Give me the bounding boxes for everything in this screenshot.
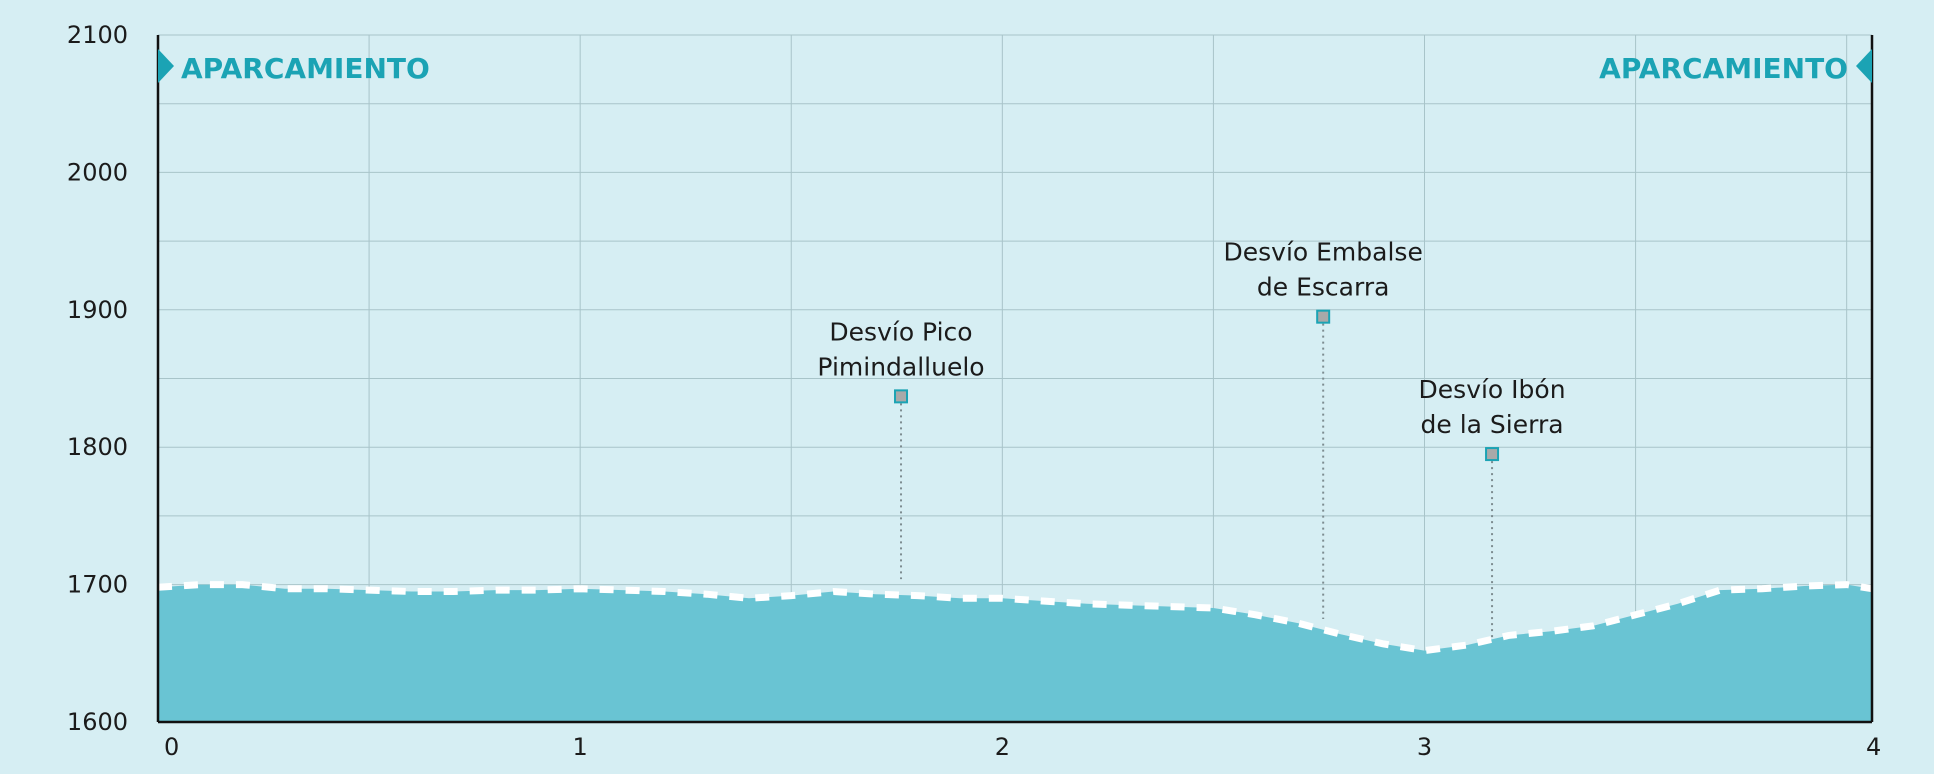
poi-marker bbox=[1485, 447, 1500, 462]
start-label: APARCAMIENTO bbox=[181, 52, 430, 85]
y-tick-label: 1800 bbox=[67, 433, 128, 461]
poi-label-line1: Desvío Pico bbox=[829, 317, 972, 346]
x-tick-label: 1 bbox=[573, 733, 588, 761]
start-endpoint: APARCAMIENTO bbox=[158, 49, 430, 85]
y-tick-label: 1900 bbox=[67, 296, 128, 324]
tick-labels: 1600 1700 1800 1900 2000 2100 0 1 2 3 4 bbox=[67, 21, 1881, 761]
poi-label-line2: de Escarra bbox=[1257, 273, 1390, 302]
x-tick-label: 2 bbox=[995, 733, 1010, 761]
poi-label-line2: Pimindalluelo bbox=[817, 352, 984, 381]
start-flag-icon bbox=[158, 49, 174, 83]
elevation-area bbox=[158, 584, 1872, 722]
elevation-trail-line bbox=[157, 581, 1873, 655]
x-tick-label: 0 bbox=[164, 733, 179, 761]
y-tick-label: 1700 bbox=[67, 571, 128, 599]
grid-lines bbox=[158, 34, 1872, 723]
x-tick-label: 4 bbox=[1866, 733, 1881, 761]
end-endpoint: APARCAMIENTO bbox=[1599, 49, 1872, 85]
poi-label-line2: de la Sierra bbox=[1421, 410, 1564, 439]
poi-label-line1: Desvío Ibón bbox=[1419, 375, 1566, 404]
poi-label-line1: Desvío Embalse bbox=[1224, 238, 1423, 267]
poi-marker bbox=[1316, 309, 1331, 324]
y-tick-label: 1600 bbox=[67, 708, 128, 736]
points-of-interest: Desvío Pico Pimindalluelo Desvío Embalse de… bbox=[817, 238, 1566, 640]
y-tick-label: 2000 bbox=[67, 158, 128, 186]
axes bbox=[156, 35, 1874, 724]
end-label: APARCAMIENTO bbox=[1599, 52, 1848, 85]
end-flag-icon bbox=[1856, 49, 1872, 83]
y-tick-label: 2100 bbox=[67, 21, 128, 49]
poi-marker bbox=[894, 389, 909, 404]
x-tick-label: 3 bbox=[1417, 733, 1432, 761]
